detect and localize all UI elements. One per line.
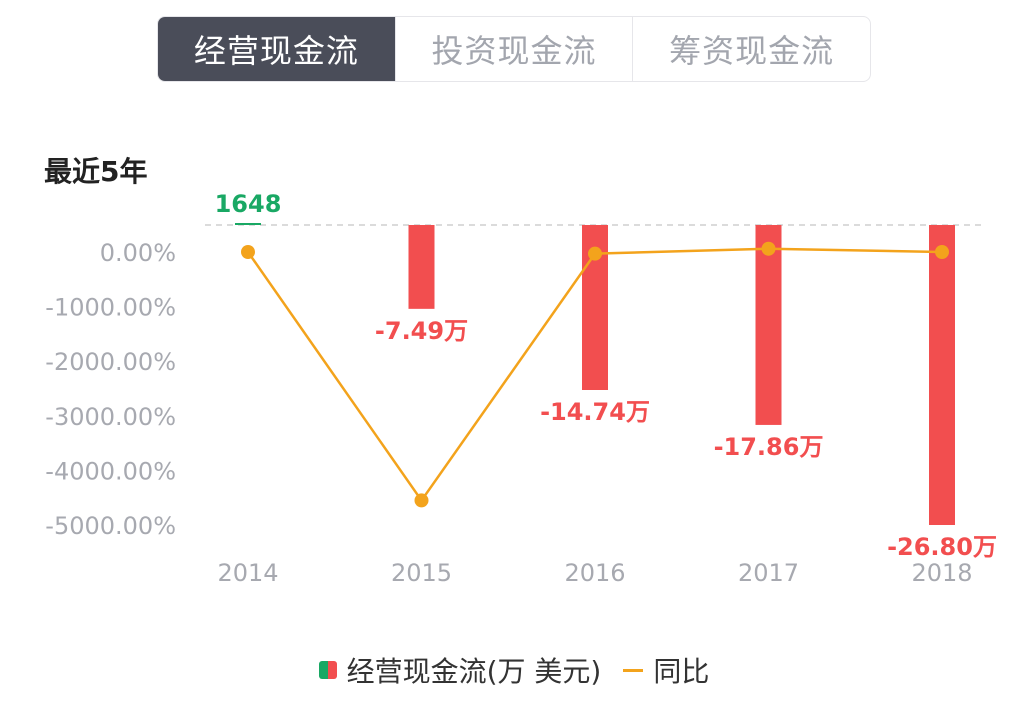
yoy-point [414,493,429,508]
yoy-point [588,246,602,261]
x-tick-label: 2016 [564,559,625,587]
y-tick-label: 0.00% [100,239,176,267]
bar-legend-icon [318,661,337,679]
y-tick-label: -5000.00% [45,512,176,540]
bar-value-label: -7.49万 [375,317,468,345]
tab-investing-cashflow[interactable]: 投资现金流 [394,17,633,81]
yoy-point [241,245,255,259]
y-tick-label: -2000.00% [45,348,176,376]
chart-legend: 经营现金流(万 美元) 同比 [0,650,1028,690]
cashflow-tabs: 经营现金流 投资现金流 筹资现金流 [157,16,871,82]
bar [929,225,955,525]
bar-value-label: -14.74万 [540,398,650,426]
y-tick-label: -4000.00% [45,457,176,485]
bar [408,225,435,309]
x-tick-label: 2014 [217,559,278,587]
line-legend-icon [623,668,644,672]
cashflow-chart: 0.00% -1000.00% -2000.00% -3000.00% -4000.00… [45,190,997,587]
bar-legend-label: 经营现金流(万 美元) [346,655,602,688]
range-label: 最近5年 [44,155,148,188]
tab-operating-cashflow[interactable]: 经营现金流 [158,17,395,81]
tab-financing-cashflow[interactable]: 筹资现金流 [632,17,870,81]
x-tick-label: 2018 [911,559,972,587]
bar-value-label: -17.86万 [714,433,824,461]
bar-value-label: -26.80万 [887,533,997,561]
y-tick-label: -1000.00% [45,294,176,322]
bar-value-label: 1648 [215,190,282,218]
yoy-point [761,241,776,256]
y-tick-label: -3000.00% [45,403,176,431]
bar [235,223,261,225]
x-tick-label: 2017 [738,559,799,587]
x-tick-label: 2015 [391,559,452,587]
bar [755,225,782,425]
yoy-point [935,245,949,259]
line-legend-label: 同比 [653,655,710,688]
